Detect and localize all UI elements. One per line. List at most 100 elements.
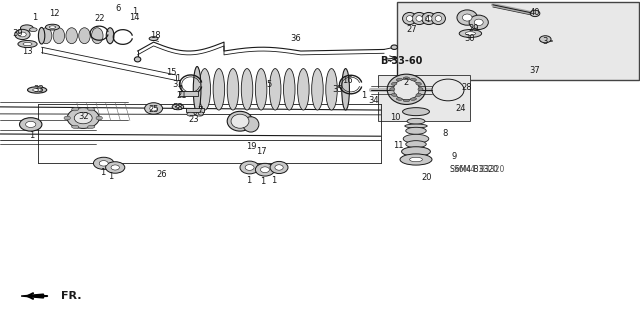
- Ellipse shape: [410, 98, 417, 100]
- Ellipse shape: [465, 32, 476, 35]
- Text: 5: 5: [266, 80, 271, 89]
- Text: 28: 28: [462, 83, 472, 92]
- Text: 1: 1: [179, 85, 184, 94]
- Text: 1: 1: [132, 7, 137, 16]
- Ellipse shape: [49, 26, 56, 28]
- Ellipse shape: [67, 108, 99, 129]
- Ellipse shape: [88, 125, 95, 129]
- Ellipse shape: [33, 89, 42, 91]
- Ellipse shape: [400, 154, 432, 165]
- Text: 24: 24: [456, 104, 466, 113]
- Ellipse shape: [145, 103, 163, 114]
- Text: 14: 14: [129, 13, 140, 22]
- Text: 40: 40: [529, 8, 540, 17]
- Ellipse shape: [394, 79, 419, 100]
- Ellipse shape: [213, 69, 225, 110]
- Text: 37: 37: [529, 66, 540, 75]
- Ellipse shape: [38, 27, 45, 44]
- Ellipse shape: [92, 28, 103, 44]
- Ellipse shape: [392, 93, 397, 96]
- Ellipse shape: [416, 16, 422, 21]
- Text: S6M4  B3320: S6M4 B3320: [454, 165, 504, 174]
- Ellipse shape: [40, 28, 52, 44]
- Text: 4: 4: [425, 15, 430, 24]
- Text: 1: 1: [29, 131, 35, 140]
- Bar: [397, 2, 639, 80]
- Ellipse shape: [407, 118, 425, 124]
- Text: 8: 8: [442, 129, 447, 138]
- Ellipse shape: [406, 16, 413, 21]
- Text: 3: 3: [543, 37, 548, 46]
- Text: 13: 13: [22, 47, 33, 56]
- Ellipse shape: [198, 112, 204, 115]
- Ellipse shape: [406, 127, 426, 134]
- Text: 23: 23: [189, 115, 199, 124]
- Ellipse shape: [255, 69, 267, 110]
- Ellipse shape: [403, 77, 410, 79]
- Ellipse shape: [270, 161, 288, 174]
- Ellipse shape: [231, 114, 249, 128]
- Text: 21: 21: [177, 91, 187, 100]
- Text: 1: 1: [271, 176, 276, 185]
- Ellipse shape: [64, 116, 70, 120]
- Ellipse shape: [106, 162, 125, 173]
- Ellipse shape: [462, 14, 472, 21]
- Ellipse shape: [172, 104, 184, 110]
- Ellipse shape: [23, 42, 32, 46]
- Ellipse shape: [403, 134, 429, 143]
- Text: 38: 38: [173, 103, 183, 112]
- Ellipse shape: [410, 78, 417, 81]
- Ellipse shape: [149, 37, 158, 41]
- Text: 1: 1: [100, 168, 105, 177]
- Text: 16: 16: [342, 76, 353, 85]
- Text: S6M4 B3320: S6M4 B3320: [450, 165, 498, 174]
- Text: 9: 9: [452, 152, 457, 161]
- Ellipse shape: [403, 108, 429, 116]
- Ellipse shape: [530, 10, 540, 17]
- Text: 34: 34: [369, 96, 379, 105]
- Text: 33: 33: [33, 85, 44, 94]
- Ellipse shape: [460, 29, 481, 38]
- Ellipse shape: [227, 69, 239, 110]
- Text: 31: 31: [173, 80, 183, 89]
- Text: 1: 1: [260, 177, 265, 186]
- Ellipse shape: [96, 116, 102, 120]
- Ellipse shape: [45, 24, 60, 30]
- Ellipse shape: [298, 69, 309, 110]
- Text: 11: 11: [393, 141, 403, 150]
- Ellipse shape: [431, 12, 445, 25]
- Ellipse shape: [196, 112, 204, 116]
- Ellipse shape: [326, 69, 337, 110]
- Ellipse shape: [396, 78, 403, 81]
- Text: 1: 1: [33, 13, 38, 22]
- Text: 22: 22: [94, 14, 104, 23]
- Text: 10: 10: [390, 113, 401, 122]
- Ellipse shape: [405, 124, 428, 128]
- Ellipse shape: [391, 45, 397, 49]
- Ellipse shape: [432, 79, 464, 101]
- Ellipse shape: [540, 36, 551, 43]
- Ellipse shape: [66, 28, 77, 44]
- Ellipse shape: [240, 161, 259, 174]
- Polygon shape: [21, 294, 44, 298]
- Ellipse shape: [199, 69, 211, 110]
- Ellipse shape: [79, 28, 90, 44]
- Ellipse shape: [416, 82, 421, 85]
- Circle shape: [20, 25, 33, 31]
- Ellipse shape: [457, 10, 477, 25]
- Text: 1: 1: [108, 172, 113, 181]
- Ellipse shape: [26, 122, 36, 127]
- Text: 15: 15: [166, 68, 177, 77]
- Ellipse shape: [74, 112, 92, 124]
- Text: 20: 20: [421, 173, 431, 182]
- Ellipse shape: [422, 12, 436, 25]
- Ellipse shape: [111, 165, 119, 170]
- Ellipse shape: [72, 125, 79, 129]
- Ellipse shape: [403, 99, 410, 102]
- Ellipse shape: [193, 67, 201, 112]
- Ellipse shape: [387, 74, 426, 105]
- Ellipse shape: [396, 98, 403, 100]
- Ellipse shape: [134, 57, 141, 62]
- Text: 1: 1: [175, 74, 180, 83]
- Ellipse shape: [410, 157, 422, 162]
